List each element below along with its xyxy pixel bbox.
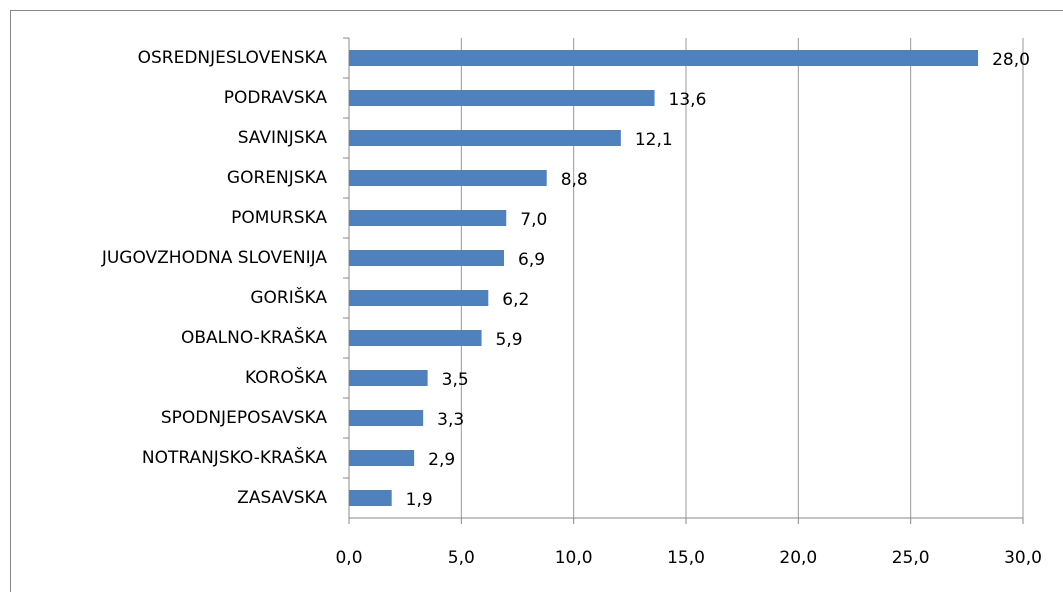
value-label: 28,0 xyxy=(992,50,1030,70)
y-tick-label: JUGOVZHODNA SLOVENIJA xyxy=(101,248,328,268)
bar xyxy=(349,410,424,426)
bar xyxy=(349,290,489,306)
x-tick-label: 15,0 xyxy=(667,548,705,568)
value-label: 7,0 xyxy=(520,210,547,230)
bar xyxy=(349,250,505,266)
y-tick-label: KOROŠKA xyxy=(245,366,327,388)
value-label: 6,9 xyxy=(518,250,545,270)
y-tick-label: PODRAVSKA xyxy=(224,88,328,108)
bar xyxy=(349,50,979,66)
value-label: 5,9 xyxy=(496,330,523,350)
bar xyxy=(349,490,392,506)
bar xyxy=(349,170,547,186)
value-label: 3,5 xyxy=(442,370,469,390)
x-tick-label: 30,0 xyxy=(1004,548,1042,568)
value-label: 8,8 xyxy=(561,170,588,190)
y-tick-label: SAVINJSKA xyxy=(238,128,328,148)
bar xyxy=(349,210,507,226)
bar xyxy=(349,130,621,146)
bar xyxy=(349,370,428,386)
bar xyxy=(349,90,655,106)
y-tick-label: POMURSKA xyxy=(231,208,327,228)
x-tick-label: 25,0 xyxy=(892,548,930,568)
x-tick-label: 20,0 xyxy=(779,548,817,568)
y-tick-label: OSREDNJESLOVENSKA xyxy=(138,48,328,68)
value-label: 1,9 xyxy=(406,490,433,510)
y-tick-label: OBALNO-KRAŠKA xyxy=(181,326,327,348)
value-label: 3,3 xyxy=(437,410,464,430)
value-label: 13,6 xyxy=(669,90,707,110)
y-tick-label: GORIŠKA xyxy=(250,286,327,308)
y-tick-label: SPODNJEPOSAVSKA xyxy=(161,408,328,428)
bar xyxy=(349,330,482,346)
x-tick-label: 0,0 xyxy=(335,548,362,568)
y-tick-label: GORENJSKA xyxy=(227,168,327,188)
bar xyxy=(349,450,415,466)
value-label: 6,2 xyxy=(502,290,529,310)
y-tick-label: NOTRANJSKO-KRAŠKA xyxy=(142,446,328,468)
chart-frame xyxy=(10,10,1063,592)
value-label: 2,9 xyxy=(428,450,455,470)
y-tick-label: ZASAVSKA xyxy=(237,488,327,508)
x-tick-label: 10,0 xyxy=(555,548,593,568)
x-tick-label: 5,0 xyxy=(448,548,475,568)
value-label: 12,1 xyxy=(635,130,673,150)
